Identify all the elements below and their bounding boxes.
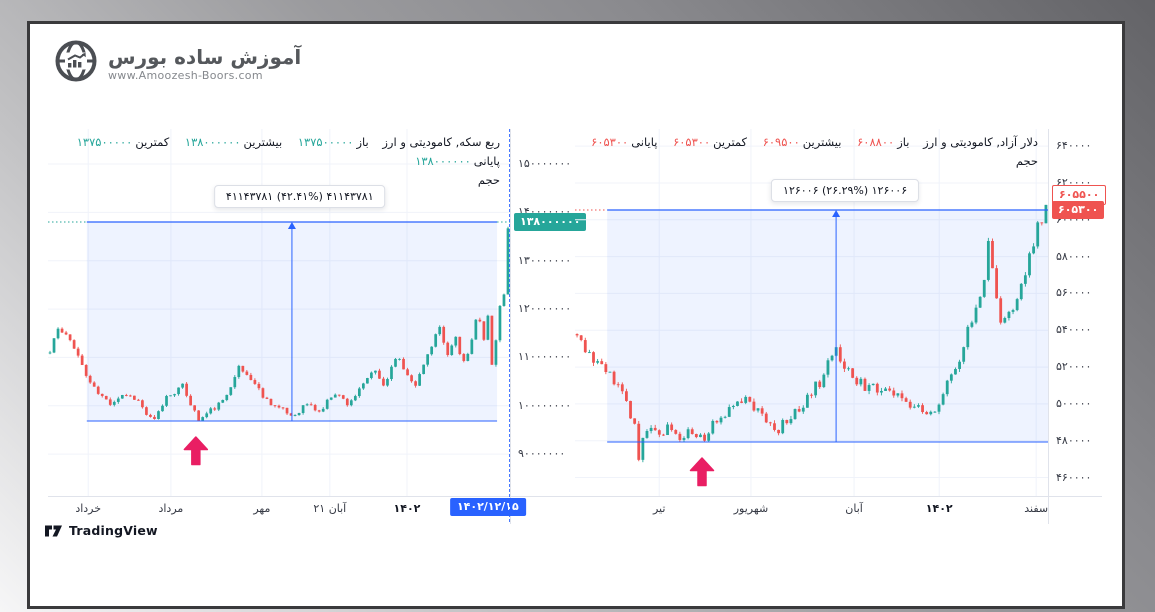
close-label: پایانی: [631, 135, 658, 149]
tradingview-label: TradingView: [69, 523, 158, 538]
brand-url: www.Amoozesh-Boors.com: [108, 68, 263, 82]
close-value: ۱۳۸۰۰۰۰۰۰: [415, 153, 471, 168]
x-axis-tick[interactable]: مرداد: [158, 502, 184, 515]
close-label: پایانی: [473, 153, 500, 168]
y-axis-tick[interactable]: ۱۵۰۰۰۰۰۰۰: [518, 156, 572, 170]
y-axis-tick[interactable]: ۱۱۰۰۰۰۰۰۰: [518, 350, 572, 364]
measure-range-label[interactable]: ۱۲۶۰۰۶ (۲۶.۲۹%) ۱۲۶۰۰۶: [771, 179, 920, 202]
open-label: باز: [897, 135, 910, 149]
price-axis-border: [510, 129, 511, 524]
x-axis-tick[interactable]: سفند: [1024, 502, 1049, 515]
price-axis-border: [1048, 129, 1049, 524]
open-value: ۱۳۷۵۰۰۰۰۰: [297, 135, 354, 149]
measure-box[interactable]: [607, 210, 1048, 443]
y-axis-tick[interactable]: ۴۶۰۰۰۰: [1056, 470, 1092, 484]
time-axis-border: [575, 496, 1102, 497]
price-badge: ۶۰۵۳۰۰: [1052, 201, 1105, 220]
open-value: ۶۰۸۸۰۰: [857, 135, 895, 149]
y-axis-tick[interactable]: ۶۴۰۰۰۰: [1056, 139, 1092, 153]
candlestick-plot[interactable]: [575, 129, 1048, 496]
measure-range-label[interactable]: ۴۱۱۴۳۷۸۱ (۴۲.۴۱%) ۴۱۱۴۳۷۸۱: [213, 185, 386, 208]
x-axis-tick[interactable]: ۱۴۰۲: [925, 502, 953, 515]
x-axis-tick[interactable]: ۲۱ آبان: [313, 502, 347, 515]
chart-pane-quarter-coin[interactable]: ربع سکه, کامودیتی و ارز باز۱۳۷۵۰۰۰۰۰ بیش…: [48, 129, 587, 524]
low-value: ۱۳۷۵۰۰۰۰۰: [76, 135, 133, 149]
candles: [48, 226, 510, 422]
measure-arrowhead-icon: [287, 222, 296, 230]
y-axis-tick[interactable]: ۵۸۰۰۰۰: [1056, 249, 1092, 263]
price-badge: ۱۳۸۰۰۰۰۰۰: [514, 213, 587, 232]
candlestick-plot[interactable]: [48, 129, 510, 496]
volume-label: حجم: [1015, 153, 1038, 168]
x-axis-tick[interactable]: تیر: [652, 502, 666, 515]
low-label: کمترین: [135, 135, 170, 149]
screenshot-card: آموزش ساده بورس www.Amoozesh-Boors.com ر…: [27, 21, 1125, 609]
x-axis-tick[interactable]: خرداد: [75, 502, 102, 515]
x-axis-tick[interactable]: شهریور: [733, 502, 769, 515]
x-axis-tick[interactable]: ۱۴۰۲: [393, 502, 421, 515]
low-label: کمترین: [713, 135, 748, 149]
x-axis-tick[interactable]: مهر: [253, 502, 271, 515]
chart-legend: دلار آزاد, کامودیتی و ارز باز۶۰۸۸۰۰ بیشت…: [579, 133, 1038, 171]
tradingview-mark-icon: [45, 525, 62, 536]
volume-label: حجم: [477, 172, 500, 187]
globe-chart-icon: [54, 39, 98, 87]
date-badge: ۱۴۰۲/۱۲/۱۵: [449, 498, 526, 516]
y-axis-tick[interactable]: ۵۴۰۰۰۰: [1056, 323, 1092, 337]
up-arrow-marker-icon[interactable]: [689, 457, 715, 487]
high-value: ۶۰۹۵۰۰: [762, 135, 800, 149]
brand-title: آموزش ساده بورس: [108, 44, 302, 69]
y-axis-tick[interactable]: ۱۰۰۰۰۰۰۰۰: [518, 398, 572, 412]
low-value: ۶۰۵۳۰۰: [673, 135, 711, 149]
chart-pane-free-dollar[interactable]: دلار آزاد, کامودیتی و ارز باز۶۰۸۸۰۰ بیشت…: [575, 129, 1107, 524]
chart-legend: ربع سکه, کامودیتی و ارز باز۱۳۷۵۰۰۰۰۰ بیش…: [48, 133, 500, 190]
x-axis-tick[interactable]: آبان: [845, 502, 863, 515]
instrument-name: دلار آزاد, کامودیتی و ارز: [923, 135, 1038, 149]
high-label: بیشترین: [802, 135, 842, 149]
instrument-name: ربع سکه, کامودیتی و ارز: [382, 135, 500, 149]
tradingview-attribution[interactable]: TradingView: [44, 523, 158, 538]
y-axis-tick[interactable]: ۱۳۰۰۰۰۰۰۰: [518, 253, 572, 267]
brand-logo: آموزش ساده بورس www.Amoozesh-Boors.com: [54, 39, 301, 87]
y-axis-tick[interactable]: ۱۲۰۰۰۰۰۰۰: [518, 302, 572, 316]
y-axis-tick[interactable]: ۵۰۰۰۰۰: [1056, 396, 1092, 410]
high-label: بیشترین: [243, 135, 283, 149]
time-axis-border: [48, 496, 575, 497]
open-label: باز: [356, 135, 369, 149]
y-axis-tick[interactable]: ۴۸۰۰۰۰: [1056, 433, 1092, 447]
up-arrow-marker-icon[interactable]: [183, 436, 209, 466]
y-axis-tick[interactable]: ۵۶۰۰۰۰: [1056, 286, 1092, 300]
y-axis-tick[interactable]: ۵۲۰۰۰۰: [1056, 360, 1092, 374]
close-value: ۶۰۵۳۰۰: [591, 135, 629, 149]
high-value: ۱۳۸۰۰۰۰۰۰: [184, 135, 241, 149]
date-crosshair-line: [509, 129, 510, 522]
y-axis-tick[interactable]: ۹۰۰۰۰۰۰۰: [518, 447, 566, 461]
measure-arrowhead-icon: [832, 210, 841, 218]
